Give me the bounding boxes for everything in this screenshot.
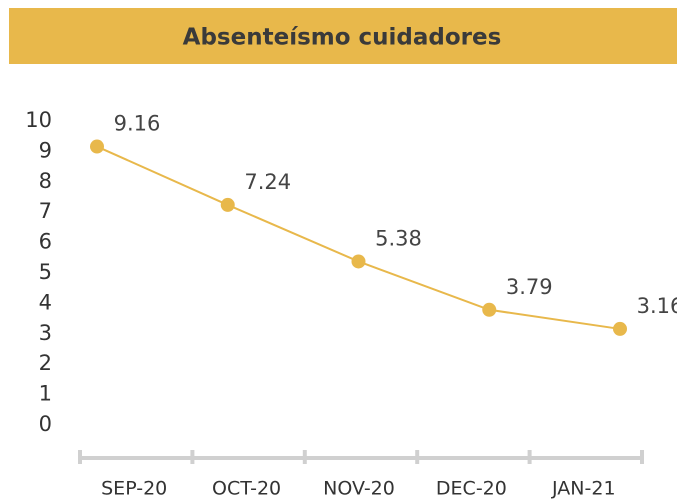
value-label: 5.38 (375, 226, 422, 250)
chart-title: Absenteísmo cuidadores (183, 25, 502, 51)
y-tick-label: 5 (39, 260, 52, 284)
point (90, 139, 104, 154)
point (220, 197, 235, 212)
y-tick-label: 6 (39, 230, 52, 254)
x-tick-label: DEC-20 (436, 478, 507, 500)
value-label: 3.16 (637, 294, 677, 318)
x-tick-label: OCT-20 (212, 478, 281, 500)
value-label: 7.24 (244, 170, 291, 194)
y-tick-label: 1 (39, 382, 52, 406)
y-tick-label: 10 (25, 108, 52, 132)
y-tick-label: 0 (39, 412, 52, 436)
title-banner (9, 8, 677, 64)
value-label: 9.16 (114, 112, 161, 136)
y-tick-label: 8 (39, 169, 52, 193)
x-tick-label: JAN-21 (551, 478, 616, 500)
y-tick-label: 4 (39, 290, 52, 314)
y-tick-label: 9 (39, 138, 52, 162)
point (351, 254, 366, 269)
y-tick-label: 7 (39, 199, 52, 223)
y-tick-label: 3 (39, 321, 52, 345)
value-label: 3.79 (506, 275, 553, 299)
x-tick-label: SEP-20 (101, 478, 167, 500)
line (96, 145, 621, 330)
point (613, 321, 627, 336)
point (482, 302, 497, 317)
y-tick-label: 2 (39, 351, 52, 375)
x-tick-label: NOV-20 (323, 478, 395, 500)
